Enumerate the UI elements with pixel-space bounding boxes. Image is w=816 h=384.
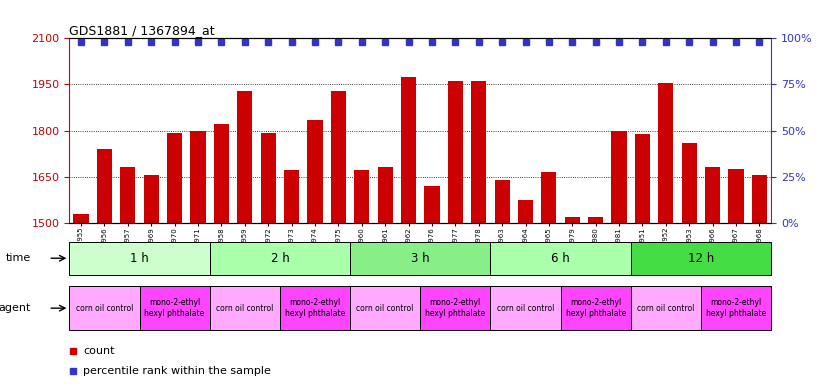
Bar [378, 167, 392, 223]
Text: 6 h: 6 h [552, 252, 570, 265]
Text: mono-2-ethyl
hexyl phthalate: mono-2-ethyl hexyl phthalate [285, 298, 345, 318]
Bar [588, 217, 603, 223]
Text: agent: agent [0, 303, 31, 313]
Bar [701, 286, 771, 330]
Bar [210, 242, 350, 275]
Text: corn oil control: corn oil control [76, 304, 133, 313]
Text: GDS1881 / 1367894_at: GDS1881 / 1367894_at [69, 24, 215, 37]
Text: 12 h: 12 h [688, 252, 714, 265]
Bar [69, 242, 210, 275]
Bar [518, 200, 533, 223]
Bar [350, 242, 490, 275]
Bar [350, 286, 420, 330]
Text: mono-2-ethyl
hexyl phthalate: mono-2-ethyl hexyl phthalate [425, 298, 486, 318]
Bar [471, 81, 486, 223]
Bar [73, 214, 89, 223]
Text: mono-2-ethyl
hexyl phthalate: mono-2-ethyl hexyl phthalate [565, 298, 626, 318]
Text: 2 h: 2 h [271, 252, 289, 265]
Bar [330, 91, 346, 223]
Bar [561, 286, 631, 330]
Bar [167, 133, 182, 223]
Bar [681, 143, 697, 223]
Text: time: time [6, 253, 31, 263]
Bar [705, 167, 721, 223]
Bar [354, 170, 370, 223]
Text: 1 h: 1 h [131, 252, 149, 265]
Bar [752, 175, 767, 223]
Bar [635, 134, 650, 223]
Bar [284, 170, 299, 223]
Bar [448, 81, 463, 223]
Bar [210, 286, 280, 330]
Bar [490, 242, 631, 275]
Text: corn oil control: corn oil control [357, 304, 414, 313]
Bar [494, 180, 510, 223]
Bar [659, 83, 673, 223]
Bar [490, 286, 561, 330]
Bar [420, 286, 490, 330]
Bar [69, 286, 140, 330]
Text: 3 h: 3 h [411, 252, 429, 265]
Bar [308, 121, 322, 223]
Text: mono-2-ethyl
hexyl phthalate: mono-2-ethyl hexyl phthalate [144, 298, 205, 318]
Bar [120, 167, 135, 223]
Text: corn oil control: corn oil control [497, 304, 554, 313]
Bar [424, 186, 440, 223]
Bar [190, 131, 206, 223]
Bar [565, 217, 580, 223]
Text: corn oil control: corn oil control [637, 304, 694, 313]
Text: percentile rank within the sample: percentile rank within the sample [83, 366, 271, 376]
Bar [97, 149, 112, 223]
Text: corn oil control: corn oil control [216, 304, 273, 313]
Bar [214, 124, 229, 223]
Bar [541, 172, 557, 223]
Bar [144, 175, 159, 223]
Bar [280, 286, 350, 330]
Bar [611, 131, 627, 223]
Bar [631, 242, 771, 275]
Bar [237, 91, 252, 223]
Bar [260, 133, 276, 223]
Bar [729, 169, 743, 223]
Text: count: count [83, 346, 115, 356]
Bar [140, 286, 210, 330]
Bar [401, 77, 416, 223]
Bar [631, 286, 701, 330]
Text: mono-2-ethyl
hexyl phthalate: mono-2-ethyl hexyl phthalate [706, 298, 766, 318]
